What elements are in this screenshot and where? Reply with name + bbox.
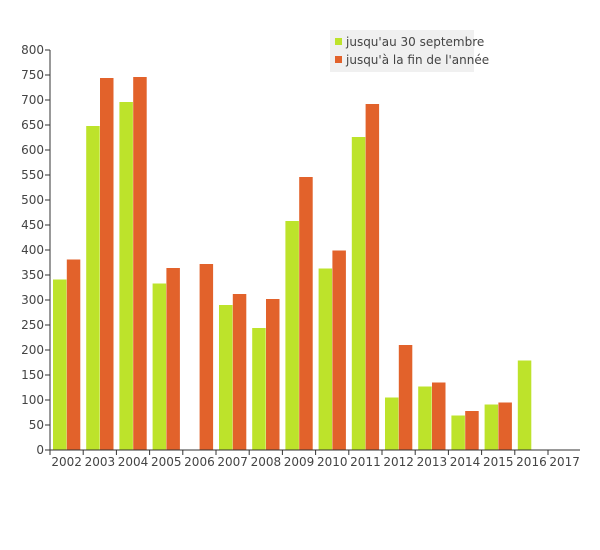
- x-tick-label-2016: 2016: [516, 455, 547, 469]
- x-tick-label-2004: 2004: [118, 455, 149, 469]
- bar-2012-series-1: [385, 397, 399, 450]
- x-tick-label-2002: 2002: [51, 455, 82, 469]
- bar-2002-series-2: [66, 259, 81, 450]
- bar-2013-series-2: [432, 382, 446, 450]
- x-tick-label-2011: 2011: [350, 455, 381, 469]
- y-tick-label-650: 650: [21, 118, 44, 132]
- y-tick-label-750: 750: [21, 68, 44, 82]
- bar-2015-series-2: [498, 402, 512, 450]
- y-tick-label-550: 550: [21, 168, 44, 182]
- legend-swatch-series-2: [335, 56, 342, 63]
- bar-2014-series-2: [465, 411, 479, 450]
- y-tick-label-50: 50: [29, 418, 44, 432]
- bar-2007-series-2: [232, 294, 247, 450]
- y-tick-label-450: 450: [21, 218, 44, 232]
- bar-2003-series-1: [86, 126, 100, 450]
- bar-2007-series-1: [219, 305, 233, 450]
- x-axis: 2002 2003 2004 2005 2006 2007 2008 2009 2010 2011…: [49, 449, 580, 469]
- bar-2009-series-2: [299, 177, 313, 450]
- bar-2005-series-2: [166, 268, 180, 450]
- bar-2011-series-2: [365, 104, 380, 450]
- legend-swatch-series-1: [335, 38, 342, 45]
- x-tick-label-2015: 2015: [483, 455, 514, 469]
- x-tick-label-2006: 2006: [184, 455, 215, 469]
- x-tick-label-2014: 2014: [450, 455, 481, 469]
- bar-2010-series-1: [318, 268, 333, 450]
- y-tick-label-300: 300: [21, 293, 44, 307]
- bar-2012-series-2: [398, 345, 413, 450]
- x-tick-label-2013: 2013: [417, 455, 448, 469]
- legend-background: [330, 30, 474, 72]
- y-tick-label-0: 0: [36, 443, 44, 457]
- bar-2003-series-2: [100, 78, 114, 450]
- y-tick-label-700: 700: [21, 93, 44, 107]
- x-tick-label-2010: 2010: [317, 455, 348, 469]
- legend-label-series-2: jusqu'à la fin de l'année: [345, 53, 489, 67]
- y-tick-label-350: 350: [21, 268, 44, 282]
- bar-2011-series-1: [351, 137, 366, 450]
- bar-2004-series-2: [133, 77, 147, 450]
- legend: jusqu'au 30 septembre jusqu'à la fin de …: [330, 30, 489, 72]
- bar-2005-series-1: [152, 283, 167, 450]
- y-tick-label-100: 100: [21, 393, 44, 407]
- bar-2008-series-1: [252, 328, 266, 450]
- x-tick-label-2005: 2005: [151, 455, 182, 469]
- y-tick-label-400: 400: [21, 243, 44, 257]
- y-tick-label-200: 200: [21, 343, 44, 357]
- bars-group: [53, 77, 532, 450]
- bar-2014-series-1: [451, 415, 465, 450]
- y-axis: 0 50 100 150 200 250 300 350 400 450 500 550 600 650 7…: [21, 43, 51, 457]
- bar-2008-series-2: [266, 299, 280, 450]
- y-tick-label-800: 800: [21, 43, 44, 57]
- x-tick-label-2008: 2008: [251, 455, 282, 469]
- bar-2016-series-1: [517, 360, 532, 450]
- bar-2006-series-2: [199, 264, 214, 450]
- x-tick-label-2009: 2009: [284, 455, 315, 469]
- legend-label-series-1: jusqu'au 30 septembre: [345, 35, 484, 49]
- bar-2010-series-2: [332, 250, 346, 450]
- x-tick-label-2012: 2012: [383, 455, 414, 469]
- y-tick-label-600: 600: [21, 143, 44, 157]
- bar-2013-series-1: [418, 386, 432, 450]
- y-tick-label-150: 150: [21, 368, 44, 382]
- x-tick-label-2017: 2017: [549, 455, 580, 469]
- bar-2015-series-1: [484, 404, 499, 450]
- bar-2009-series-1: [285, 221, 299, 450]
- x-tick-label-2003: 2003: [85, 455, 116, 469]
- x-tick-label-2007: 2007: [217, 455, 248, 469]
- y-tick-label-500: 500: [21, 193, 44, 207]
- y-tick-label-250: 250: [21, 318, 44, 332]
- bar-2004-series-1: [119, 102, 133, 450]
- bar-2002-series-1: [53, 279, 67, 450]
